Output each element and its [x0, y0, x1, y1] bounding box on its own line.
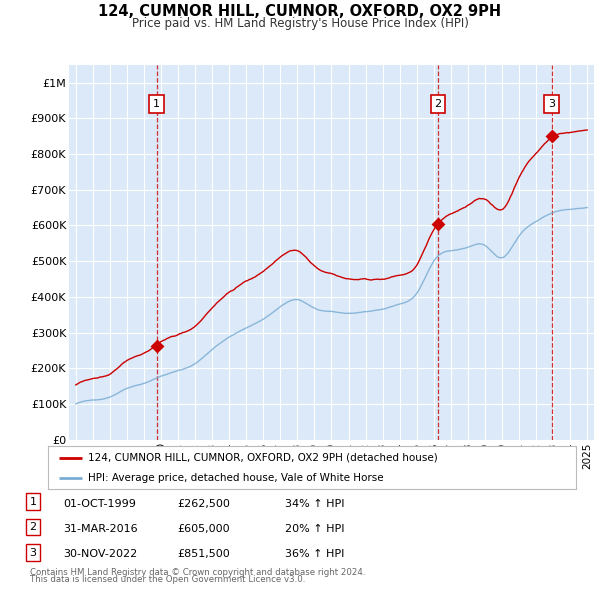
Text: 3: 3	[29, 548, 37, 558]
Text: 34% ↑ HPI: 34% ↑ HPI	[285, 499, 344, 509]
Text: £262,500: £262,500	[177, 499, 230, 509]
Text: 3: 3	[548, 99, 555, 109]
Text: HPI: Average price, detached house, Vale of White Horse: HPI: Average price, detached house, Vale…	[88, 473, 383, 483]
Text: Contains HM Land Registry data © Crown copyright and database right 2024.: Contains HM Land Registry data © Crown c…	[30, 568, 365, 577]
Text: 01-OCT-1999: 01-OCT-1999	[63, 499, 136, 509]
Text: 30-NOV-2022: 30-NOV-2022	[63, 549, 137, 559]
Text: 2: 2	[434, 99, 442, 109]
Text: 20% ↑ HPI: 20% ↑ HPI	[285, 524, 344, 534]
Text: 31-MAR-2016: 31-MAR-2016	[63, 524, 137, 534]
Text: 2: 2	[29, 522, 37, 532]
Text: 36% ↑ HPI: 36% ↑ HPI	[285, 549, 344, 559]
Text: This data is licensed under the Open Government Licence v3.0.: This data is licensed under the Open Gov…	[30, 575, 305, 584]
Text: 124, CUMNOR HILL, CUMNOR, OXFORD, OX2 9PH: 124, CUMNOR HILL, CUMNOR, OXFORD, OX2 9P…	[98, 4, 502, 19]
Text: 124, CUMNOR HILL, CUMNOR, OXFORD, OX2 9PH (detached house): 124, CUMNOR HILL, CUMNOR, OXFORD, OX2 9P…	[88, 453, 437, 463]
Text: 1: 1	[29, 497, 37, 507]
Point	[433, 219, 443, 228]
Text: Price paid vs. HM Land Registry's House Price Index (HPI): Price paid vs. HM Land Registry's House …	[131, 17, 469, 30]
Text: 1: 1	[153, 99, 160, 109]
Text: £851,500: £851,500	[177, 549, 230, 559]
Point	[152, 341, 161, 350]
Point	[547, 131, 556, 140]
Text: £605,000: £605,000	[177, 524, 230, 534]
